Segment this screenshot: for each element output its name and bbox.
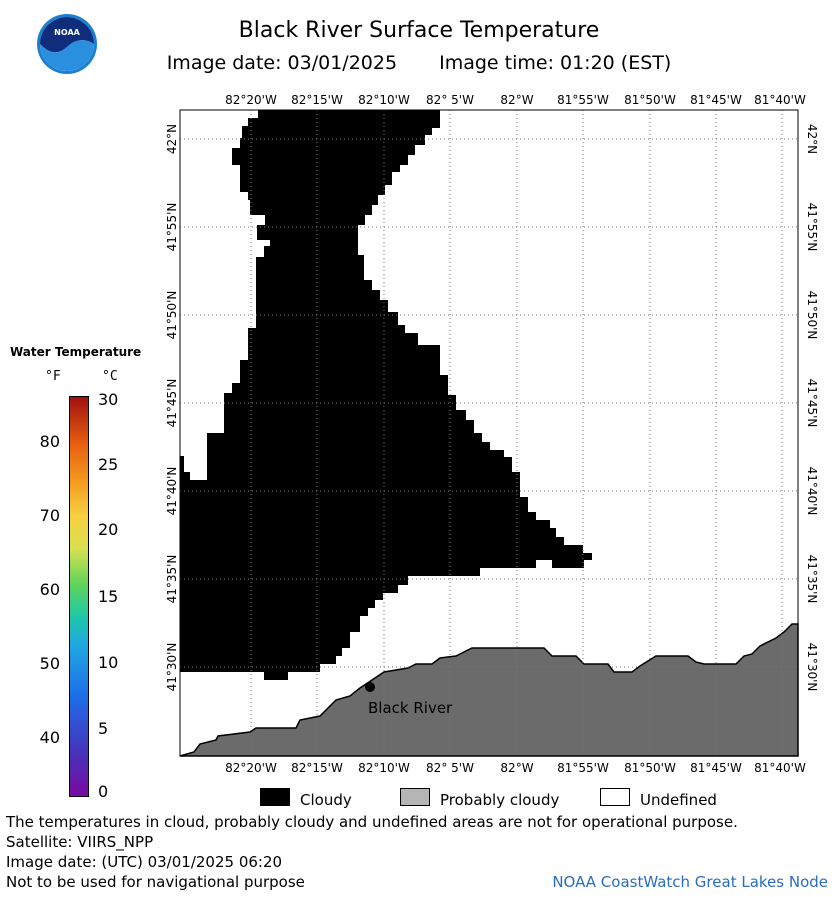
f-tick: 80: [39, 432, 60, 451]
c-tick: 25: [98, 455, 119, 474]
navigation-warning: Not to be used for navigational purpose: [6, 873, 305, 891]
lon-label-bottom: 82°20'W: [225, 761, 277, 775]
disclaimer-note: The temperatures in cloud, probably clou…: [6, 813, 738, 831]
lon-label-top: 82°20'W: [225, 93, 277, 107]
lat-label-left: 41°50'N: [165, 291, 179, 340]
f-tick: 70: [39, 506, 60, 525]
cloud-mask: [180, 110, 592, 680]
lon-label-top: 81°45'W: [690, 93, 742, 107]
lon-label-bottom: 81°55'W: [557, 761, 609, 775]
probably-cloudy-label: Probably cloudy: [440, 791, 560, 809]
legend-title: Water Temperature: [10, 345, 142, 359]
lat-label-left: 41°35'N: [165, 555, 179, 604]
c-tick: 0: [98, 782, 109, 801]
lat-label-right: 42°N: [805, 124, 819, 154]
undefined-swatch: [600, 788, 630, 806]
location-marker-icon: [365, 682, 375, 692]
f-tick: 60: [39, 580, 60, 599]
f-tick: 50: [39, 654, 60, 673]
satellite-info: Satellite: VIIRS_NPP: [6, 833, 154, 851]
f-tick: 40: [39, 728, 60, 747]
lon-label-top: 81°50'W: [624, 93, 676, 107]
lat-label-right: 41°30'N: [805, 643, 819, 692]
temperature-colorbar: [69, 396, 89, 797]
lat-label-left: 41°55'N: [165, 203, 179, 252]
map-grid: [180, 110, 798, 756]
lon-label-bottom: 81°40'W: [754, 761, 806, 775]
lon-label-bottom: 82°10'W: [358, 761, 410, 775]
lon-label-bottom: 81°45'W: [690, 761, 742, 775]
c-tick: 10: [98, 653, 119, 672]
lon-label-top: 81°55'W: [557, 93, 609, 107]
lat-label-right: 41°40'N: [805, 467, 819, 516]
lat-label-right: 41°55'N: [805, 203, 819, 252]
credit-link[interactable]: NOAA CoastWatch Great Lakes Node: [552, 873, 828, 891]
lat-label-left: 41°45'N: [165, 379, 179, 428]
lon-label-bottom: 82°W: [500, 761, 533, 775]
lon-label-top: 82°W: [500, 93, 533, 107]
lon-label-bottom: 82°15'W: [291, 761, 343, 775]
c-tick: 20: [98, 520, 119, 539]
lon-label-top: 81°40'W: [754, 93, 806, 107]
lat-label-right: 41°50'N: [805, 291, 819, 340]
lon-label-bottom: 81°50'W: [624, 761, 676, 775]
c-tick: 15: [98, 587, 119, 606]
cloudy-label: Cloudy: [300, 791, 352, 809]
image-datetime: Image date: 03/01/2025 Image time: 01:20…: [0, 52, 838, 74]
cloudy-swatch: [260, 788, 290, 806]
undefined-label: Undefined: [640, 791, 717, 809]
legend-unit-c: °C: [102, 369, 118, 384]
image-time: Image time: 01:20 (EST): [439, 52, 672, 74]
lat-label-left: 41°30'N: [165, 643, 179, 692]
c-tick: 30: [98, 390, 119, 409]
lon-label-top: 82°15'W: [291, 93, 343, 107]
map-key: Cloudy Probably cloudy Undefined: [0, 788, 838, 812]
lon-label-top: 82°10'W: [358, 93, 410, 107]
c-tick: 5: [98, 719, 109, 738]
image-date: Image date: 03/01/2025: [166, 52, 398, 74]
lon-label-bottom: 82° 5'W: [426, 761, 474, 775]
utc-date: Image date: (UTC) 03/01/2025 06:20: [6, 853, 283, 871]
legend-unit-f: °F: [45, 369, 61, 384]
noaa-logo-icon: NOAA: [37, 14, 97, 74]
land-area: [179, 623, 799, 757]
lat-label-left: 42°N: [165, 124, 179, 154]
map-frame: [179, 109, 799, 757]
page-title: Black River Surface Temperature: [238, 18, 600, 43]
probably-cloudy-swatch: [400, 788, 430, 806]
location-label: Black River: [368, 699, 453, 717]
lat-label-right: 41°45'N: [805, 379, 819, 428]
lat-label-right: 41°35'N: [805, 555, 819, 604]
svg-text:NOAA: NOAA: [54, 28, 80, 37]
lon-label-top: 82° 5'W: [426, 93, 474, 107]
lat-label-left: 41°40'N: [165, 467, 179, 516]
